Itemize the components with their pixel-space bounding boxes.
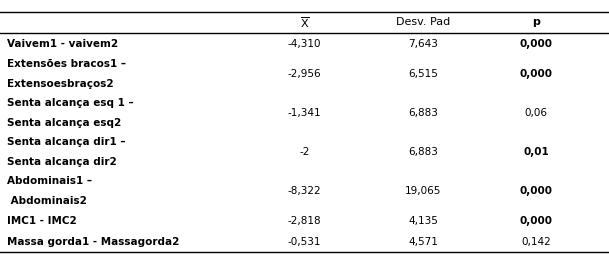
Text: 0,000: 0,000 xyxy=(519,69,552,79)
Text: 4,135: 4,135 xyxy=(408,216,438,226)
Text: 0,000: 0,000 xyxy=(519,39,552,49)
Text: 0,000: 0,000 xyxy=(519,186,552,196)
Text: Massa gorda1 - Massagorda2: Massa gorda1 - Massagorda2 xyxy=(7,237,180,247)
Text: 4,571: 4,571 xyxy=(408,237,438,247)
Text: 19,065: 19,065 xyxy=(405,186,442,196)
Text: -2,818: -2,818 xyxy=(287,216,322,226)
Text: -2: -2 xyxy=(299,147,310,157)
Text: 6,883: 6,883 xyxy=(408,108,438,118)
Text: IMC1 - IMC2: IMC1 - IMC2 xyxy=(7,216,77,226)
Text: Senta alcança esq2: Senta alcança esq2 xyxy=(7,118,122,128)
Text: Senta alcança dir2: Senta alcança dir2 xyxy=(7,157,117,167)
Text: -2,956: -2,956 xyxy=(287,69,322,79)
Text: Vaivem1 - vaivem2: Vaivem1 - vaivem2 xyxy=(7,39,118,49)
Text: Extensões bracos1 –: Extensões bracos1 – xyxy=(7,59,126,69)
Text: -8,322: -8,322 xyxy=(287,186,322,196)
Text: 6,883: 6,883 xyxy=(408,147,438,157)
Text: 7,643: 7,643 xyxy=(408,39,438,49)
Text: Senta alcança esq 1 –: Senta alcança esq 1 – xyxy=(7,98,134,108)
Text: 6,515: 6,515 xyxy=(408,69,438,79)
Text: Desv. Pad: Desv. Pad xyxy=(396,17,451,27)
Text: -0,531: -0,531 xyxy=(287,237,322,247)
Text: -4,310: -4,310 xyxy=(287,39,322,49)
Text: 0,142: 0,142 xyxy=(521,237,551,247)
Text: 0,000: 0,000 xyxy=(519,216,552,226)
Text: Extensoesbraços2: Extensoesbraços2 xyxy=(7,79,114,89)
Text: 0,01: 0,01 xyxy=(523,147,549,157)
Text: -1,341: -1,341 xyxy=(287,108,322,118)
Text: Abdominais1 –: Abdominais1 – xyxy=(7,176,93,186)
Text: 0,06: 0,06 xyxy=(524,108,547,118)
Text: p: p xyxy=(532,17,540,27)
Text: $\overline{\mathrm{X}}$: $\overline{\mathrm{X}}$ xyxy=(300,15,309,30)
Text: Senta alcança dir1 –: Senta alcança dir1 – xyxy=(7,137,126,147)
Text: Abdominais2: Abdominais2 xyxy=(7,196,87,206)
